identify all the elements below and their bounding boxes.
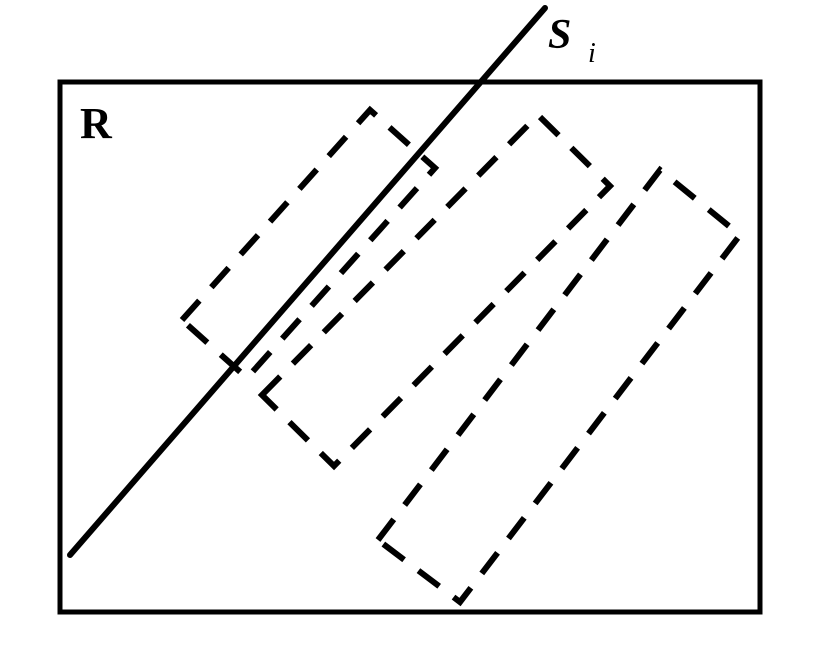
dashed-rect bbox=[378, 170, 740, 602]
geometry-diagram: R S i bbox=[0, 0, 821, 646]
region-label: R bbox=[80, 99, 113, 148]
segment-label-subscript: i bbox=[588, 38, 596, 69]
segment-label: S i bbox=[548, 12, 596, 69]
segment-line bbox=[70, 8, 545, 555]
segment-label-main: S bbox=[548, 12, 571, 58]
dashed-rects-group bbox=[182, 110, 740, 602]
dashed-rect bbox=[182, 110, 435, 378]
